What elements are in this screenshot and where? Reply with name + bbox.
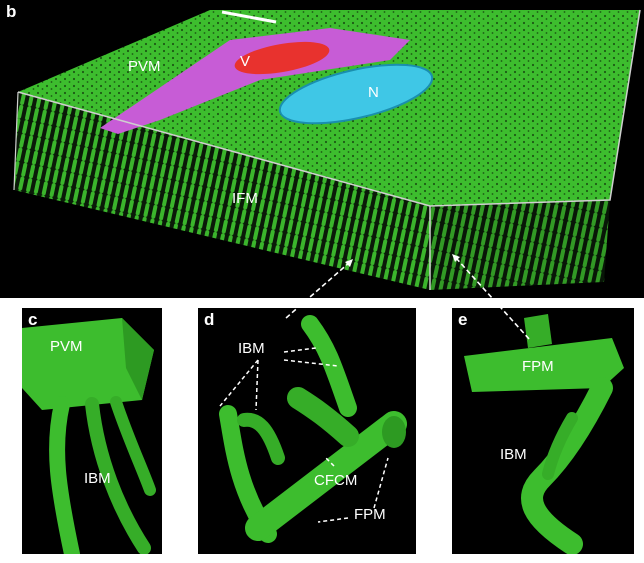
label-cfcm: CFCM	[314, 472, 358, 489]
label-fpm: FPM	[522, 358, 554, 375]
volume-outline	[17, 9, 641, 207]
panel-letter-e: e	[458, 310, 468, 329]
panel-c: c PVM IBM	[22, 308, 162, 554]
label-fpm: FPM	[354, 506, 386, 523]
panel-letter-d: d	[204, 310, 215, 329]
label-pvm: PVM	[50, 338, 83, 355]
ibm-cfcm-fpm-rendering	[219, 315, 407, 543]
pointer-arrows	[219, 347, 389, 523]
label-nucleus: N	[368, 84, 379, 101]
ibm-strand-c	[237, 412, 285, 465]
ibm-branch	[542, 412, 578, 480]
panel-letter-b: b	[6, 2, 17, 21]
label-pvm: PVM	[128, 58, 161, 75]
label-ifm: IFM	[232, 190, 258, 207]
volume-side-face	[430, 200, 610, 290]
label-ibm: IBM	[84, 470, 111, 487]
panel-d: d IBM CFCM FPM	[198, 308, 416, 554]
fpm-bar	[245, 411, 407, 541]
fpm-top-stub	[524, 314, 552, 348]
fpm-ibm-rendering	[464, 314, 624, 554]
panel-e: e FPM IBM	[452, 308, 634, 554]
pvm-ibm-rendering	[22, 318, 156, 554]
vessel-lumen	[234, 41, 330, 75]
ibm-strand-1	[49, 396, 80, 554]
cfcm-cluster	[287, 387, 359, 447]
fpm-block	[464, 338, 624, 392]
ibm-strand	[521, 377, 613, 554]
ibm-strand-3	[110, 396, 156, 496]
scale-bar	[221, 10, 277, 24]
ibm-strand-a	[301, 315, 357, 417]
panel-b: b PVM V N IFM	[0, 0, 644, 298]
fpm-end	[382, 416, 406, 448]
volume-front-face	[14, 92, 430, 290]
volume-rendering	[13, 9, 641, 290]
pericyte-region	[100, 28, 410, 134]
label-vessel: V	[240, 53, 251, 70]
pvm-block	[22, 318, 154, 410]
panel-letter-c: c	[28, 310, 38, 329]
nucleus	[278, 63, 434, 125]
label-ibm: IBM	[500, 446, 527, 463]
pvm-block-face	[122, 318, 154, 400]
label-ibm: IBM	[238, 340, 265, 357]
ibm-strand-2	[85, 397, 151, 554]
volume-edge-left	[13, 91, 19, 191]
